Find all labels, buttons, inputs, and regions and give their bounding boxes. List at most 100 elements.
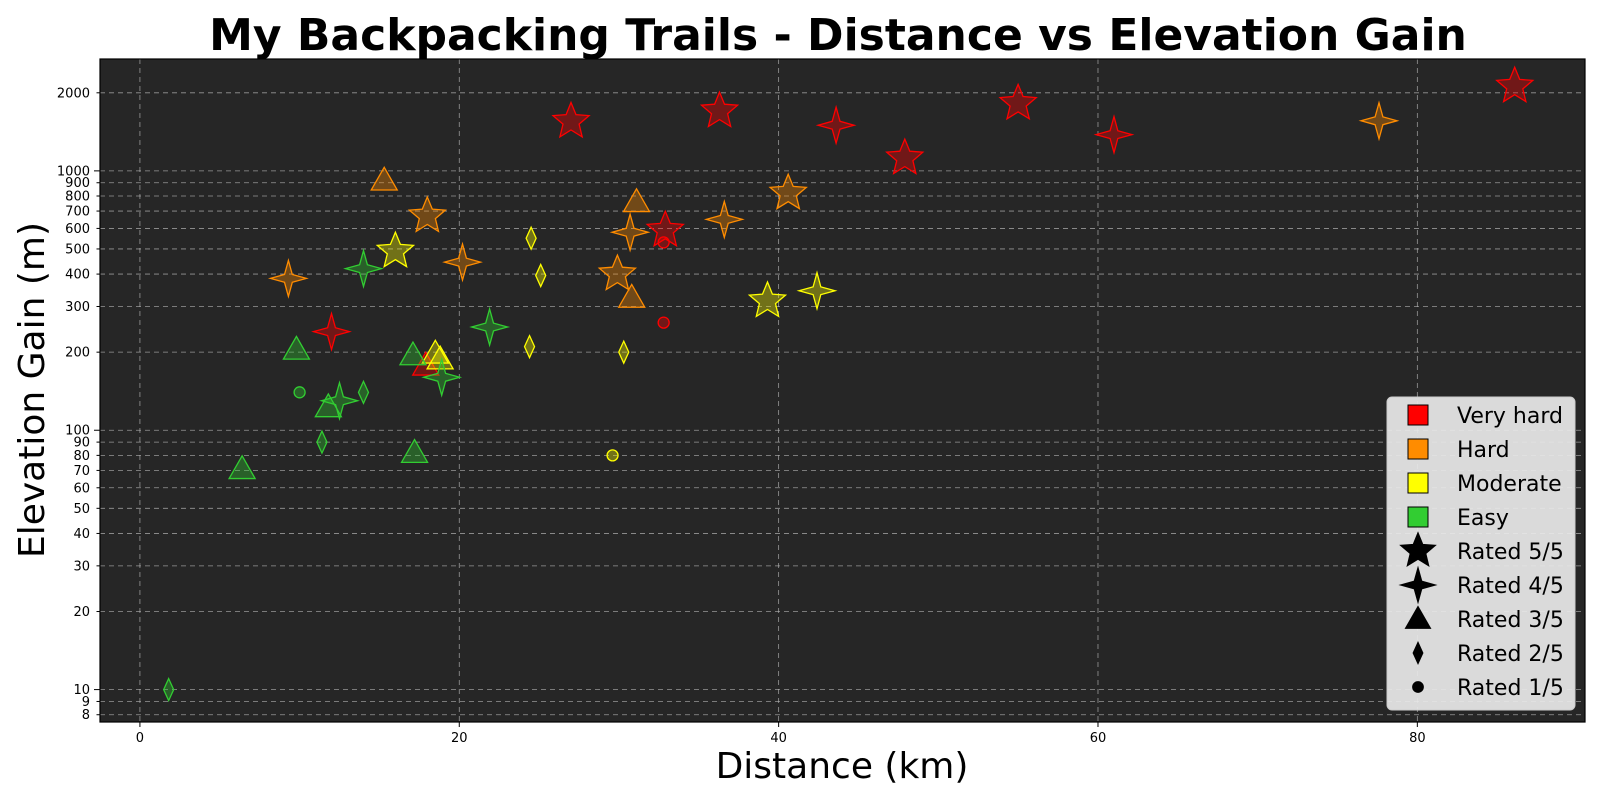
y-tick-label: 8: [82, 708, 90, 723]
data-point: [357, 379, 370, 405]
data-point: [311, 311, 352, 353]
legend-label: Rated 4/5: [1457, 574, 1564, 599]
grid-lines: [100, 59, 1585, 722]
x-tick-label: 80: [1409, 731, 1426, 746]
legend-swatch: [1407, 404, 1429, 426]
legend-swatch: [1407, 472, 1429, 494]
y-axis-label: Elevation Gain (m): [12, 222, 53, 558]
data-point: [597, 253, 638, 291]
data-point: [375, 230, 416, 268]
y-tick-label: 9: [82, 695, 90, 710]
data-point: [267, 257, 309, 299]
legend-marker: [1412, 640, 1424, 666]
y-tick-label: 200: [65, 346, 90, 361]
y-tick-label: 70: [73, 464, 90, 479]
y-tick-label: 700: [65, 205, 90, 220]
legend-marker: [1399, 531, 1437, 567]
data-point: [1093, 114, 1135, 156]
legend-swatch: [1407, 438, 1429, 460]
data-point: [523, 334, 536, 360]
y-tick-label: 40: [73, 527, 90, 542]
data-point: [609, 211, 651, 253]
y-tick-label: 50: [73, 502, 90, 517]
y-tick-label: 800: [65, 190, 90, 205]
legend-label: Very hard: [1457, 404, 1563, 429]
data-point: [1358, 100, 1400, 142]
y-tick-label: 60: [73, 481, 90, 496]
y-tick-label: 500: [65, 242, 90, 257]
data-point: [885, 137, 925, 175]
legend-label: Rated 3/5: [1457, 608, 1564, 633]
data-point: [425, 344, 455, 370]
x-tick-label: 40: [770, 731, 787, 746]
data-point: [343, 248, 384, 290]
data-point: [293, 386, 306, 399]
y-tick-label: 900: [65, 176, 90, 191]
data-point: [421, 356, 463, 398]
plot-frame: [99, 58, 1586, 723]
legend: Very hard Hard Moderate Easy Rated 5/5 Rated …: [1386, 396, 1576, 711]
legend-label: Easy: [1457, 506, 1509, 531]
y-tick-label: 1000: [57, 164, 90, 179]
data-point: [617, 283, 646, 308]
chart-title: My Backpacking Trails - Distance vs Elev…: [209, 10, 1467, 61]
x-tick-label: 60: [1090, 731, 1107, 746]
legend-marker: [1412, 681, 1424, 693]
y-tick-label: 80: [73, 449, 90, 464]
data-point: [525, 225, 537, 251]
y-tick-label: 600: [65, 222, 90, 237]
data-point: [314, 392, 343, 418]
data-point: [998, 82, 1038, 121]
legend-label: Moderate: [1457, 472, 1562, 497]
data-point: [747, 280, 788, 318]
data-point: [699, 90, 740, 128]
plot-area: [100, 59, 1585, 722]
y-tick-label: 400: [65, 268, 90, 283]
y-tick-label: 30: [73, 559, 90, 574]
data-point: [398, 340, 428, 366]
data-point: [534, 262, 547, 289]
data-point: [657, 236, 670, 249]
data-point: [618, 339, 630, 365]
data-point: [400, 438, 429, 463]
x-axis-label: Distance (km): [716, 746, 969, 787]
legend-swatch: [1407, 506, 1429, 528]
x-tick-label: 20: [451, 731, 468, 746]
y-tick-label: 2000: [57, 86, 90, 101]
y-tick-label: 300: [65, 300, 90, 315]
legend-label: Hard: [1457, 438, 1510, 463]
data-point: [768, 172, 808, 210]
legend-marker: [1398, 565, 1438, 605]
y-tick-label: 20: [73, 605, 90, 620]
data-point: [316, 429, 328, 455]
legend-label: Rated 2/5: [1457, 642, 1564, 667]
data-point: [657, 316, 670, 329]
data-point: [551, 100, 591, 139]
data-point: [469, 306, 511, 348]
legend-box: [1386, 396, 1576, 711]
data-point: [1495, 65, 1535, 103]
data-point: [703, 198, 745, 240]
legend-label: Rated 1/5: [1457, 676, 1564, 701]
data-points: [162, 65, 1535, 703]
y-tick-label: 90: [73, 436, 90, 451]
data-point: [796, 270, 838, 312]
data-point: [162, 677, 175, 703]
data-point: [442, 241, 483, 283]
data-point: [227, 454, 257, 480]
x-tick-label: 0: [136, 731, 144, 746]
x-axis-ticks: 0 20 40 60 80: [136, 722, 1426, 746]
y-tick-label: 10: [73, 683, 90, 698]
data-point: [645, 209, 685, 248]
data-point: [370, 165, 399, 191]
y-tick-label: 100: [65, 424, 90, 439]
legend-label: Rated 5/5: [1457, 540, 1564, 565]
legend-marker: [1404, 605, 1432, 629]
data-point: [622, 187, 651, 213]
data-point: [815, 104, 857, 146]
data-point: [407, 195, 448, 233]
data-point: [282, 335, 311, 360]
data-point: [606, 449, 619, 462]
